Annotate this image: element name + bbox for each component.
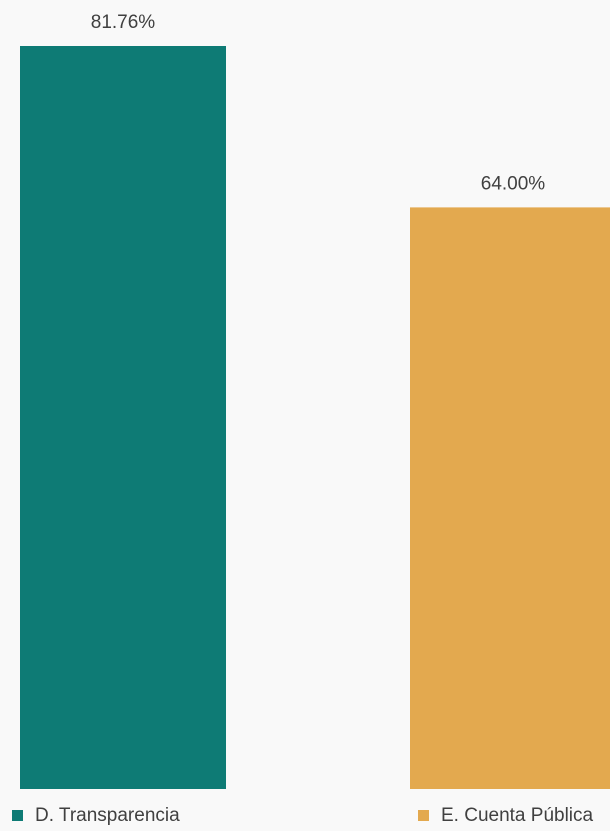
legend-item-d-transparencia: D. Transparencia xyxy=(12,805,180,826)
data-label-e-cuenta-p-blica: 64.00% xyxy=(481,173,546,194)
bar-d-transparencia xyxy=(20,46,226,789)
bars-layer xyxy=(20,46,610,789)
legend-swatch-e-cuenta-p-blica xyxy=(418,810,429,821)
data-label-d-transparencia: 81.76% xyxy=(91,12,156,33)
bar-e-cuenta-p-blica xyxy=(410,207,610,789)
data-labels-layer: 81.76% 64.00% xyxy=(91,12,546,194)
legend-label-e-cuenta-p-blica: E. Cuenta Pública xyxy=(441,805,594,826)
legend-swatch-d-transparencia xyxy=(12,810,23,821)
legend: D. Transparencia E. Cuenta Pública xyxy=(12,805,594,826)
legend-label-d-transparencia: D. Transparencia xyxy=(35,805,180,826)
legend-item-e-cuenta-p-blica: E. Cuenta Pública xyxy=(418,805,594,826)
